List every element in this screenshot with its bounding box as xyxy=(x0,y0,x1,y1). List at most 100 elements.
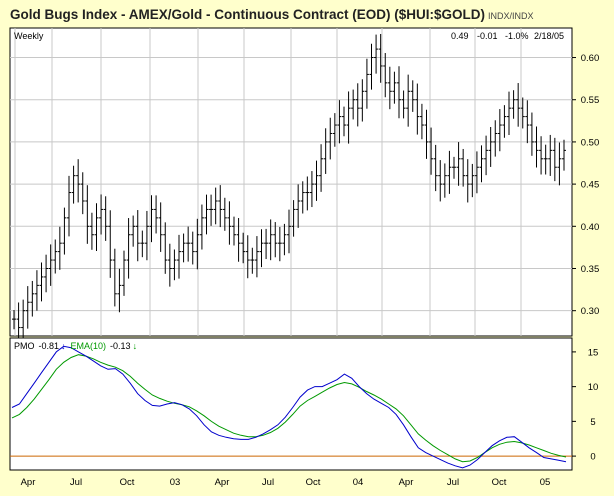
price-bar xyxy=(410,80,415,112)
price-bar xyxy=(429,127,434,175)
price-bar xyxy=(259,229,264,268)
price-bar xyxy=(323,128,328,174)
price-bar xyxy=(419,103,424,140)
price-bar xyxy=(305,176,310,211)
price-bar xyxy=(190,231,195,265)
date-value: 2/18/05 xyxy=(534,31,564,41)
x-tick-label: Oct xyxy=(492,477,507,488)
price-bar xyxy=(387,66,392,110)
price-bar xyxy=(296,184,301,228)
price-bar xyxy=(282,223,287,256)
price-bar xyxy=(94,203,99,252)
price-bar xyxy=(461,148,466,187)
price-bar xyxy=(131,215,136,247)
price-bar xyxy=(456,142,461,186)
price-bar xyxy=(53,239,58,274)
price-bar xyxy=(291,200,296,237)
price-bar xyxy=(254,236,259,278)
price-bar xyxy=(236,218,241,262)
price-bar xyxy=(557,142,562,186)
price-bar xyxy=(442,163,447,198)
price-bar xyxy=(250,247,255,274)
price-bar xyxy=(378,33,383,83)
price-bar xyxy=(507,91,511,136)
price-bar xyxy=(520,97,525,129)
price-y-tick-label: 0.55 xyxy=(581,95,600,106)
ema-legend-value: -0.13 xyxy=(110,341,131,351)
price-bar xyxy=(502,105,507,138)
price-bar xyxy=(30,280,35,317)
price-bar xyxy=(497,109,502,152)
price-bar xyxy=(117,268,122,313)
x-axis: Apr Jul Oct 03 Apr Jul Oct 04 Apr Jul Oct 05 xyxy=(21,477,551,488)
x-tick-label: Apr xyxy=(399,477,414,488)
price-bar xyxy=(112,248,117,307)
price-bar xyxy=(369,43,374,90)
price-bar xyxy=(135,210,140,262)
price-bar xyxy=(264,228,269,260)
chart-title-bar: Gold Bugs Index - AMEX/Gold - Continuous… xyxy=(4,3,610,25)
price-bar xyxy=(218,185,223,228)
price-bar xyxy=(342,106,346,137)
price-bar xyxy=(99,194,104,235)
x-tick-label: Apr xyxy=(21,477,36,488)
price-bar xyxy=(415,83,420,135)
price-bar xyxy=(511,90,516,119)
ema-down-arrow-icon: ↓ xyxy=(133,341,138,351)
price-bar xyxy=(332,113,337,147)
x-tick-label: Oct xyxy=(306,477,321,488)
pmo-y-axis: 15 10 5 0 xyxy=(572,347,599,463)
price-bar xyxy=(167,243,172,287)
price-bar xyxy=(374,34,379,74)
price-bar xyxy=(181,233,186,263)
pmo-panel xyxy=(9,337,573,471)
price-bar xyxy=(548,134,553,176)
price-bar xyxy=(273,222,278,258)
price-bar xyxy=(392,71,397,104)
price-bar xyxy=(337,100,342,144)
price-y-tick-label: 0.45 xyxy=(581,180,600,191)
price-bar xyxy=(122,250,126,296)
price-bar xyxy=(222,197,227,231)
price-bar xyxy=(309,171,314,208)
price-bar xyxy=(562,139,566,171)
price-bar xyxy=(452,156,456,179)
pmo-legend: PMO -0.81 ↓ EMA(10) -0.13 ↓ xyxy=(14,341,137,351)
price-bar xyxy=(543,144,548,175)
price-bar xyxy=(25,286,30,329)
price-bar xyxy=(447,150,452,194)
price-bar xyxy=(488,126,493,167)
price-y-axis: 0.60 0.55 0.50 0.45 0.40 0.35 0.30 xyxy=(572,53,599,317)
price-bar xyxy=(126,218,131,279)
price-bar xyxy=(140,230,145,258)
x-tick-label: Jul xyxy=(447,477,459,488)
price-bar xyxy=(287,209,291,254)
price-bar xyxy=(144,210,149,261)
price-y-tick-label: 0.50 xyxy=(581,137,600,148)
price-bar xyxy=(383,53,388,98)
price-bar xyxy=(406,74,411,127)
price-bar xyxy=(484,135,489,176)
price-bar xyxy=(516,83,521,127)
price-bar xyxy=(493,120,498,157)
price-bar xyxy=(149,195,154,243)
ema-series-line xyxy=(11,354,567,463)
price-bar xyxy=(12,310,16,330)
price-bar xyxy=(314,160,319,201)
price-bar xyxy=(241,232,246,264)
pmo-y-tick-label: 10 xyxy=(588,382,599,393)
price-bar xyxy=(57,226,62,270)
price-bars xyxy=(12,33,566,347)
price-bar xyxy=(163,222,168,274)
price-bar xyxy=(433,144,438,192)
price-bar xyxy=(67,175,71,237)
price-bar xyxy=(328,117,333,160)
price-bar xyxy=(525,100,530,144)
chart-title-text: Gold Bugs Index - AMEX/Gold - Continuous… xyxy=(10,7,485,22)
price-bar xyxy=(346,91,351,144)
price-bar xyxy=(319,144,324,192)
ema-legend-label: EMA(10) xyxy=(71,341,107,351)
change-value: -0.01 xyxy=(477,31,498,41)
price-bar xyxy=(158,202,163,252)
price-bar xyxy=(424,109,429,159)
